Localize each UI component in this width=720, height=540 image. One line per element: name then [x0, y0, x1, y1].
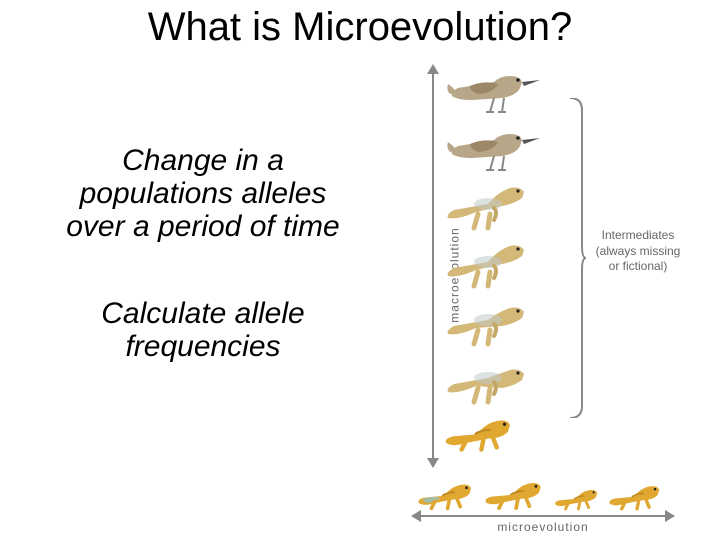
stack-animal-4 — [444, 294, 556, 350]
stack-animal-2 — [444, 178, 556, 234]
stack-animal-6 — [444, 410, 556, 466]
row-lizard-1 — [484, 474, 552, 512]
microevolution-axis — [413, 515, 673, 517]
evolution-diagram: macroevolution — [378, 58, 708, 530]
row-lizard-0 — [417, 476, 482, 512]
page-title: What is Microevolution? — [0, 5, 720, 50]
body-text: Change in a populations alleles over a p… — [58, 144, 348, 363]
stack-animal-5 — [444, 352, 556, 408]
stack-animal-3 — [444, 236, 556, 292]
microevolution-label: microevolution — [388, 520, 698, 534]
stack-animal-1 — [444, 120, 556, 176]
animal-stack — [444, 62, 556, 468]
macroevolution-axis — [432, 66, 434, 466]
row-lizard-2 — [554, 483, 606, 512]
intermediates-bracket — [568, 98, 586, 418]
intermediates-label: Intermediates (always missing or fiction… — [590, 228, 686, 275]
stack-animal-0 — [444, 62, 556, 118]
row-lizard-3 — [608, 478, 670, 512]
instruction-text: Calculate allele frequencies — [58, 297, 348, 363]
microevolution-row: microevolution — [388, 474, 698, 534]
definition-text: Change in a populations alleles over a p… — [58, 144, 348, 243]
